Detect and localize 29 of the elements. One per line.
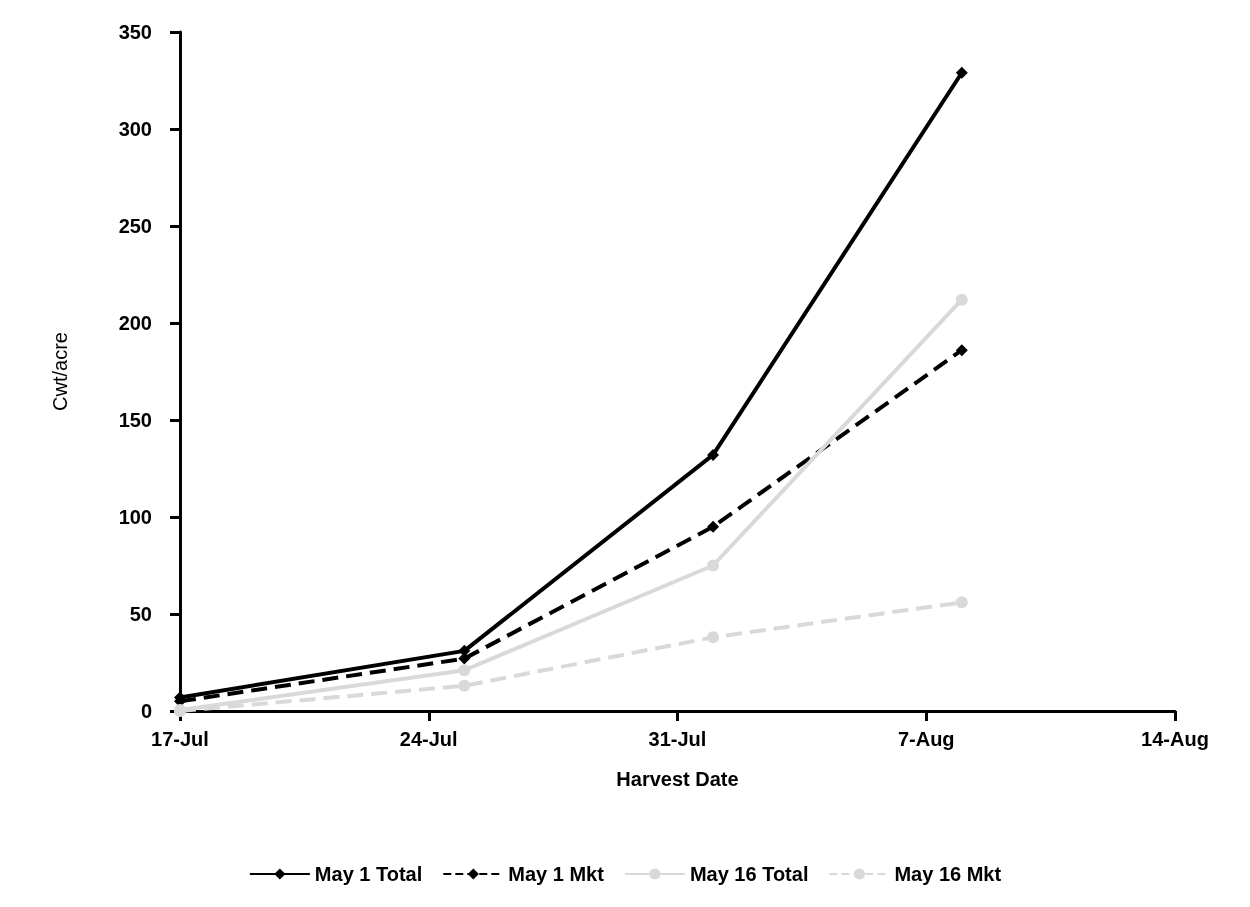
y-tick-label: 150: [118, 409, 152, 431]
point: [707, 631, 720, 644]
x-tick-label: 17-Jul: [151, 728, 209, 750]
y-tick-label: 50: [129, 603, 152, 625]
x-tick-label: 31-Jul: [648, 728, 707, 750]
point: [707, 559, 720, 572]
point: [707, 448, 720, 461]
point: [458, 679, 471, 692]
point: [955, 596, 968, 609]
legend-label: May 16 Total: [689, 863, 809, 885]
point: [707, 520, 720, 533]
legend-label: May 1 Total: [314, 863, 423, 885]
y-tick-label: 200: [118, 312, 152, 334]
point: [955, 293, 968, 306]
legend-label: May 1 Mkt: [508, 863, 605, 885]
legend-label: May 16 Mkt: [894, 863, 1002, 885]
x-tick-label: 7-Aug: [897, 728, 955, 750]
y-tick-label: 100: [118, 506, 152, 528]
y-tick-label: 0: [140, 700, 152, 722]
y-tick-label: 300: [118, 118, 152, 140]
y-axis-title: Cwt/acre: [49, 332, 71, 411]
point: [955, 66, 968, 79]
point: [955, 344, 968, 357]
x-tick-label: 24-Jul: [399, 728, 458, 750]
y-tick-label: 350: [118, 21, 152, 43]
x-tick-label: 14-Aug: [1141, 728, 1209, 750]
y-tick-label: 250: [118, 215, 152, 237]
point: [458, 664, 471, 677]
x-axis-title: Harvest Date: [616, 768, 739, 790]
